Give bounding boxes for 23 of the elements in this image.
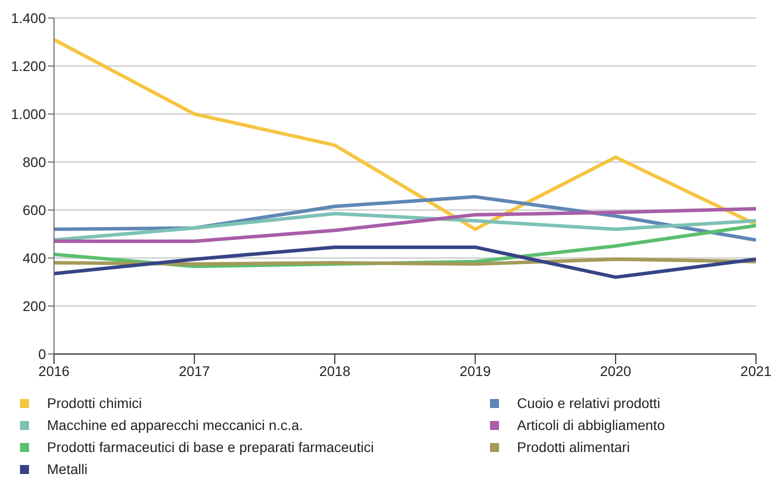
legend-label: Cuoio e relativi prodotti [517,395,660,411]
x-tick-label: 2018 [319,362,351,379]
line-series [54,38,756,231]
y-tick-label: 800 [22,154,46,170]
legend-label: Metalli [47,461,88,477]
y-tick-label: 600 [22,202,46,218]
x-tick-label: 2019 [460,362,491,379]
legend-label: Prodotti alimentari [517,439,630,455]
legend-label: Articoli di abbigliamento [517,417,665,433]
y-tick-label: 400 [22,250,46,266]
x-tick-label: 2017 [178,362,210,379]
x-tick-label: 2021 [740,362,772,379]
y-tick-label: 1.400 [10,10,46,26]
line-series [54,245,756,279]
legend-label: Prodotti farmaceutici di base e preparati farmaceutici [47,439,374,455]
y-tick-label: 1.200 [10,58,46,74]
y-tick-label: 200 [22,298,46,314]
legend-label: Prodotti chimici [47,395,142,411]
y-tick-label: 0 [38,346,46,362]
x-tick-label: 2016 [38,362,70,379]
x-tick-label: 2020 [600,362,632,379]
legend-label: Macchine ed apparecchi meccanici n.c.a. [47,417,304,433]
y-tick-label: 1.000 [10,106,46,122]
